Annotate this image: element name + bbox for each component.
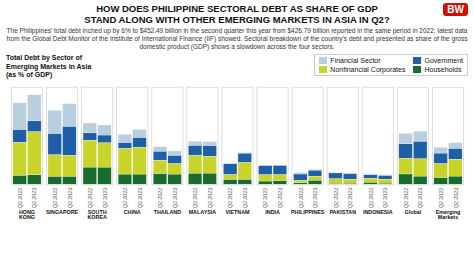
- svg-text:Q2 2023: Q2 2023: [172, 188, 178, 209]
- html-text:Total Debt by Sector of Emergi: Total Debt by Sector of Emerging Markets…: [6, 53, 92, 79]
- svg-text:Q2 2022: Q2 2022: [438, 188, 444, 209]
- svg-text:Q2 2022: Q2 2022: [333, 188, 339, 209]
- svg-text:Q2 2023: Q2 2023: [453, 188, 459, 209]
- svg-text:Q2 2022: Q2 2022: [192, 188, 198, 209]
- svg-text:INDIA: INDIA: [265, 209, 280, 215]
- html-text:Nonfinancial Corporates: Nonfinancial Corporates: [330, 65, 406, 73]
- svg-text:Q2 2022: Q2 2022: [87, 188, 93, 209]
- html-text:HOW DOES PHILIPPINE SECTORAL D: HOW DOES PHILIPPINE SECTORAL DEBT AS SHA…: [84, 3, 390, 26]
- svg-text:Q2 2022: Q2 2022: [262, 188, 268, 209]
- svg-text:Q2 2022: Q2 2022: [403, 188, 409, 209]
- svg-text:Q2 2022: Q2 2022: [227, 188, 233, 209]
- svg-text:Q2 2023: Q2 2023: [347, 188, 353, 209]
- svg-text:Q2 2023: Q2 2023: [277, 188, 283, 209]
- svg-text:PAKISTAN: PAKISTAN: [329, 209, 356, 215]
- svg-text:Q2 2022: Q2 2022: [17, 188, 23, 209]
- svg-text:THAILAND: THAILAND: [154, 209, 182, 215]
- svg-text:Q2 2022: Q2 2022: [122, 188, 128, 209]
- html-text:The Philippines' total debt in: The Philippines' total debt inched up by…: [6, 27, 468, 50]
- svg-text:Global: Global: [405, 209, 422, 215]
- svg-text:Q2 2022: Q2 2022: [368, 188, 374, 209]
- html-text:Government: Government: [424, 56, 463, 64]
- svg-text:MALAYSIA: MALAYSIA: [189, 209, 217, 215]
- svg-text:VIETNAM: VIETNAM: [225, 209, 250, 215]
- svg-text:Q2 2023: Q2 2023: [67, 188, 73, 209]
- svg-text:Q2 2023: Q2 2023: [312, 188, 318, 209]
- svg-text:Q2 2022: Q2 2022: [52, 188, 58, 209]
- svg-text:EmergingMarkets: EmergingMarkets: [436, 209, 461, 220]
- svg-text:CHINA: CHINA: [124, 209, 141, 215]
- html-text:BW: BW: [447, 4, 464, 15]
- svg-text:INDONESIA: INDONESIA: [363, 209, 393, 215]
- svg-text:Q2 2022: Q2 2022: [298, 188, 304, 209]
- svg-text:Q2 2022: Q2 2022: [157, 188, 163, 209]
- svg-text:Q2 2023: Q2 2023: [382, 188, 388, 209]
- html-text:Financial Sector: Financial Sector: [330, 56, 381, 64]
- svg-text:Q2 2023: Q2 2023: [417, 188, 423, 209]
- svg-text:Q2 2023: Q2 2023: [242, 188, 248, 209]
- html-text:Households: Households: [424, 65, 462, 73]
- svg-text:Q2 2023: Q2 2023: [207, 188, 213, 209]
- svg-text:Q2 2023: Q2 2023: [137, 188, 143, 209]
- svg-text:SINGAPORE: SINGAPORE: [46, 209, 79, 215]
- svg-text:Q2 2023: Q2 2023: [31, 188, 37, 209]
- svg-text:SOUTHKOREA: SOUTHKOREA: [87, 209, 106, 220]
- svg-text:HONGKONG: HONGKONG: [19, 209, 35, 220]
- svg-text:Q2 2023: Q2 2023: [102, 188, 108, 209]
- svg-text:PHILIPPINES: PHILIPPINES: [291, 209, 325, 215]
